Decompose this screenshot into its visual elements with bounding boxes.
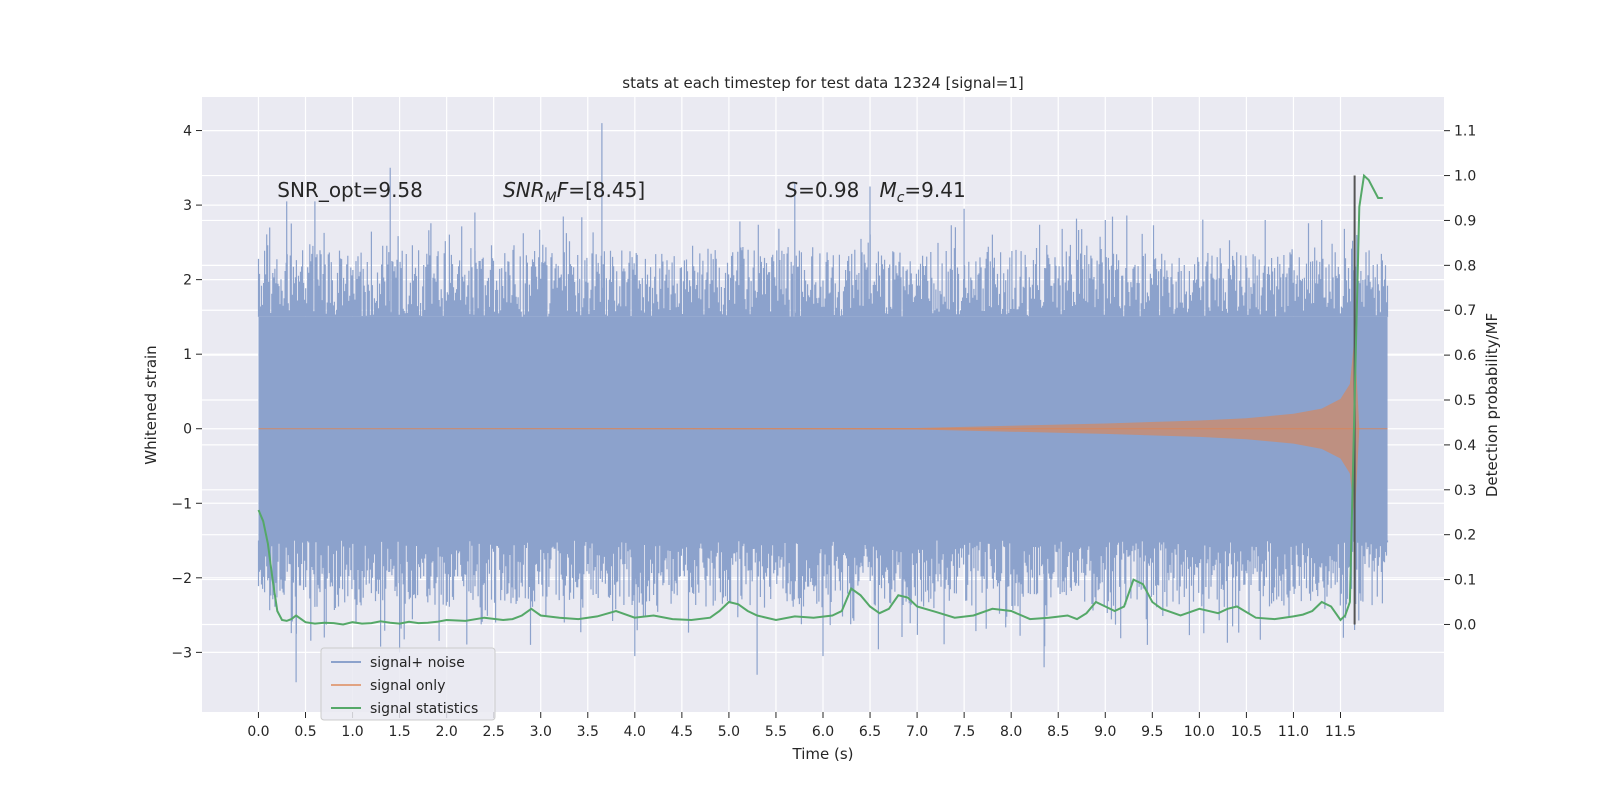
x-tick-label: 9.5 [1141, 724, 1163, 740]
annotation-1: SNRMF=[8.45] [503, 178, 645, 206]
legend: signal+ noise signal only signal statist… [320, 647, 496, 721]
x-tick-label: 5.0 [718, 724, 740, 740]
stats-line [257, 173, 1383, 626]
x-tick-label: 5.5 [765, 724, 787, 740]
y-right-tick-label: 0.3 [1454, 483, 1476, 499]
legend-box [320, 647, 496, 721]
x-tick-label: 8.0 [1000, 724, 1022, 740]
x-tick-label: 4.0 [624, 724, 646, 740]
x-tick-label: 6.0 [812, 724, 834, 740]
axes: 0.0 0.5 1.0 1.5 2.0 2.5 3.0 3.5 4.0 4.5 5.0 5.5 6.0 6… [171, 124, 1476, 740]
annotations: SNR_opt=9.58 SNRMF=[8.45] S=0.98 Mc=9.41 [277, 178, 965, 206]
x-tick-label: 6.5 [859, 724, 881, 740]
x-tick-label: 3.0 [530, 724, 552, 740]
data-layer [257, 123, 1389, 683]
y-tick-label: 2 [183, 273, 192, 289]
x-axis-title: Time (s) [792, 745, 854, 763]
x-tick-label: 3.5 [577, 724, 599, 740]
annotation-0: SNR_opt=9.58 [277, 178, 423, 202]
y-right-tick-label: 0.1 [1454, 573, 1476, 589]
legend-label-noise: signal+ noise [370, 655, 465, 671]
x-tick-label: 1.0 [341, 724, 363, 740]
x-tick-label: 8.5 [1047, 724, 1069, 740]
y-right-tick-label: 0.6 [1454, 348, 1476, 364]
y-right-tick-label: 0.8 [1454, 258, 1476, 274]
x-tick-label: 0.0 [247, 724, 269, 740]
y-axis-right-title: Detection probability/MF [1483, 313, 1501, 497]
y-tick-label: 3 [183, 198, 192, 214]
legend-label-signal: signal only [370, 678, 445, 694]
y-tick-label: −1 [171, 496, 192, 512]
y-tick-label: 0 [183, 422, 192, 438]
annotation-3: Mc=9.41 [879, 178, 965, 206]
y-tick-label: 4 [183, 124, 192, 140]
annotation-2: S=0.98 [785, 178, 859, 202]
legend-label-stats: signal statistics [370, 701, 478, 717]
x-tick-label: 2.0 [436, 724, 458, 740]
noise-spikes [257, 123, 1389, 683]
y-tick-label: −3 [171, 645, 192, 661]
y-right-tick-label: 0.0 [1454, 617, 1476, 633]
x-tick-label: 11.5 [1325, 724, 1356, 740]
y-tick-label: −2 [171, 571, 192, 587]
x-tick-label: 11.0 [1278, 724, 1309, 740]
x-tick-label: 9.0 [1094, 724, 1116, 740]
y-right-tick-label: 0.9 [1454, 213, 1476, 229]
chart-title: stats at each timestep for test data 123… [622, 74, 1023, 92]
x-tick-label: 7.0 [906, 724, 928, 740]
y-right-tick-label: 0.7 [1454, 303, 1476, 319]
x-tick-label: 7.5 [953, 724, 975, 740]
y-right-tick-label: 0.5 [1454, 393, 1476, 409]
y-right-tick-label: 1.0 [1454, 169, 1476, 185]
y-right-tick-label: 0.2 [1454, 528, 1476, 544]
x-tick-label: 1.5 [388, 724, 410, 740]
y-tick-label: 1 [183, 347, 192, 363]
y-axis-title: Whitened strain [142, 345, 160, 464]
x-tick-label: 2.5 [483, 724, 505, 740]
y-right-tick-label: 0.4 [1454, 438, 1476, 454]
x-tick-label: 0.5 [294, 724, 316, 740]
x-tick-label: 10.5 [1231, 724, 1262, 740]
x-tick-label: 4.5 [671, 724, 693, 740]
x-tick-label: 10.0 [1184, 724, 1215, 740]
y-right-tick-label: 1.1 [1454, 124, 1476, 140]
